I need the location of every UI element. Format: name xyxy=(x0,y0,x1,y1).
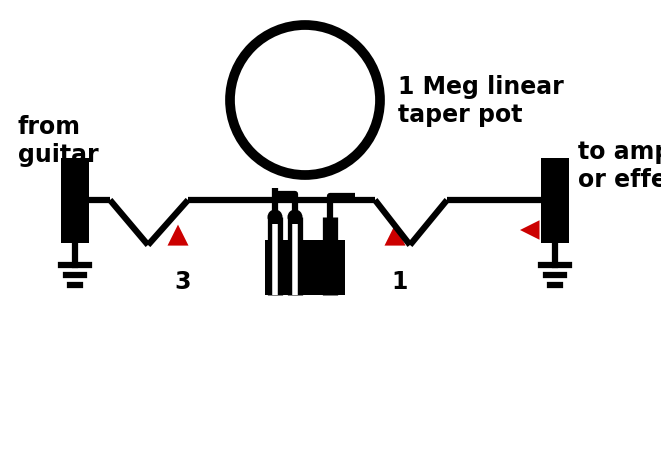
Text: from
guitar: from guitar xyxy=(18,115,98,167)
Text: 2: 2 xyxy=(549,216,565,240)
Circle shape xyxy=(230,25,380,175)
Text: 3: 3 xyxy=(175,270,191,294)
Text: 1: 1 xyxy=(392,270,408,294)
Circle shape xyxy=(268,210,282,225)
Polygon shape xyxy=(385,225,405,246)
Circle shape xyxy=(288,210,303,225)
Bar xyxy=(265,240,345,295)
Polygon shape xyxy=(520,220,539,240)
Text: 1 Meg linear
taper pot: 1 Meg linear taper pot xyxy=(398,75,564,127)
Bar xyxy=(541,157,569,243)
Polygon shape xyxy=(167,225,188,246)
Bar xyxy=(61,157,89,243)
Text: to amp
or effect: to amp or effect xyxy=(578,140,661,192)
